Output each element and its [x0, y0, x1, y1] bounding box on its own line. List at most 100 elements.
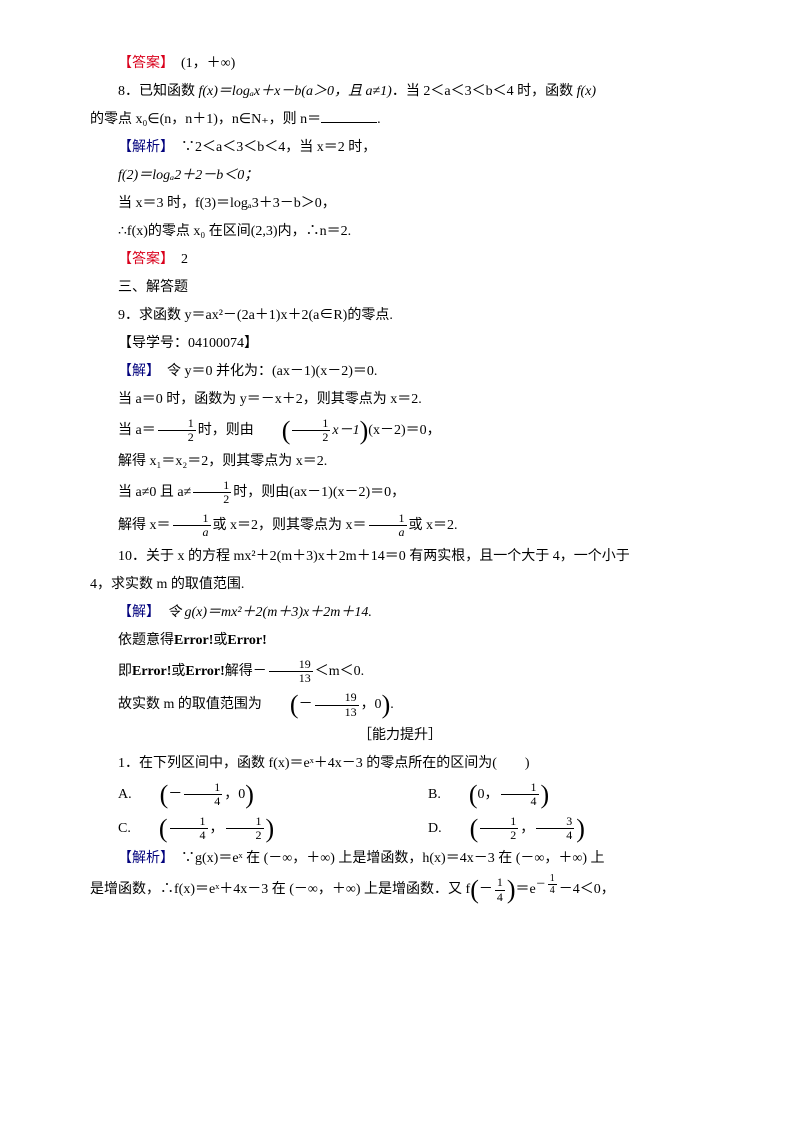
opt-a-int: (－14，0): [132, 778, 254, 812]
p10-s2c: 或: [213, 633, 227, 648]
q1-stem-text: 1．在下列区间中，函数 f(x)＝eˣ＋4x－3 的零点所在的区间为( ): [118, 756, 530, 771]
p10-s2b: Error!: [174, 633, 213, 648]
q1-analysis-1: 【解析】 ∵g(x)＝eˣ 在 (－∞，＋∞) 上是增函数，h(x)＝4x－3 …: [90, 845, 710, 873]
paren-group-1: (12x－1): [254, 414, 369, 448]
opt-d-int: (12，34): [442, 812, 585, 846]
p10-s2a: 依题意得: [118, 633, 174, 648]
p7-answer-text: (1，＋∞): [181, 56, 235, 71]
p8-analysis-3: 当 x＝3 时，f(3)＝logₐ3＋3－b＞0，: [90, 190, 710, 218]
opt-c-int: (14，12): [131, 812, 274, 846]
p9-s3a: 当 a＝: [118, 423, 156, 438]
p8-ana3-text: 当 x＝3 时，f(3)＝logₐ3＋3－b＞0，: [118, 196, 336, 211]
frac-half-3: 12: [191, 479, 233, 506]
p8-analysis-4: ∴f(x)的零点 x₀ 在区间(2,3)内，∴n＝2.: [90, 218, 710, 246]
q1-ana-b: 是增函数，∴f(x)＝eˣ＋4x－3 在 (－∞，＋∞) 上是增函数．又 f: [90, 882, 470, 897]
opt-c: C.(14，12): [90, 812, 400, 846]
p10-stem2-text: 4，求实数 m 的取值范围.: [90, 577, 244, 592]
p10-stem-text: 10．关于 x 的方程 mx²＋2(m＋3)x＋2m＋14＝0 有两实根，且一个…: [118, 549, 630, 564]
p10-s1-text: 令 g(x)＝mx²＋2(m＋3)x＋2m＋14.: [167, 605, 372, 620]
p9-s3c: (x－2)＝0，: [368, 423, 440, 438]
section-3-title: 三、解答题: [90, 274, 710, 302]
p10-s3c: 或: [171, 664, 185, 679]
q1-f-arg: (－14): [470, 873, 515, 907]
p9-s5: 当 a≠0 且 a≠12时，则由(ax－1)(x－2)＝0，: [90, 476, 710, 510]
opt-d-pre: D.: [428, 821, 442, 836]
opt-a: A.(－14，0): [90, 778, 400, 812]
p9-s1: 【解】 令 y＝0 并化为：(ax－1)(x－2)＝0.: [90, 358, 710, 386]
opt-b-int: (0，14): [441, 778, 549, 812]
q1-ana-c: ＝e: [516, 882, 536, 897]
opt-d: D.(12，34): [400, 812, 710, 846]
p10-s2d: Error!: [227, 633, 266, 648]
p8-stem-c: 的零点 x₀∈(n，n＋1)，n∈N₊，则 n＝: [90, 112, 321, 127]
p8-fx: f(x)＝logₐx＋x－b(a＞0，且 a≠1): [199, 84, 392, 99]
frac-half-1: 12: [156, 417, 198, 444]
analysis-label-2: 【解析】: [118, 851, 167, 866]
p10-s1: 【解】 令 g(x)＝mx²＋2(m＋3)x＋2m＋14.: [90, 599, 710, 627]
p10-s4: 故实数 m 的取值范围为(－1913，0).: [90, 688, 710, 722]
p9-s5a: 当 a≠0 且 a≠: [118, 485, 191, 500]
opt-b-pre: B.: [428, 787, 441, 802]
opt-c-pre: C.: [118, 821, 131, 836]
frac-half-2: 12: [290, 417, 332, 444]
p8-analysis-2: f(2)＝logₐ2＋2－b＜0；: [90, 162, 710, 190]
p10-s4a: 故实数 m 的取值范围为: [118, 697, 262, 712]
p10-s3b: Error!: [132, 664, 171, 679]
p9-guide-text: 【导学号：04100074】: [118, 336, 258, 351]
q1-ana-d: －4＜0，: [559, 882, 615, 897]
q1-ana-a: ∵g(x)＝eˣ 在 (－∞，＋∞) 上是增函数，h(x)＝4x－3 在 (－∞…: [181, 851, 604, 866]
p8-analysis-1: 【解析】 ∵2＜a＜3＜b＜4，当 x＝2 时，: [90, 134, 710, 162]
q1-stem: 1．在下列区间中，函数 f(x)＝eˣ＋4x－3 的零点所在的区间为( ): [90, 750, 710, 778]
p8-stem-b: ．当 2＜a＜3＜b＜4 时，函数: [392, 84, 577, 99]
p10-stem-1: 10．关于 x 的方程 mx²＋2(m＋3)x＋2m＋14＝0 有两实根，且一个…: [90, 543, 710, 571]
frac-19-13-b: 1913: [313, 691, 361, 718]
p10-s3a: 即: [118, 664, 132, 679]
sec3-text: 三、解答题: [118, 280, 188, 295]
opt-b: B.(0，14): [400, 778, 710, 812]
p9-s2-text: 当 a＝0 时，函数为 y＝－x＋2，则其零点为 x＝2.: [118, 392, 422, 407]
q1-options: A.(－14，0) B.(0，14) C.(14，12) D.(12，34): [90, 778, 710, 845]
p9-s3: 当 a＝12时，则由(12x－1)(x－2)＝0，: [90, 414, 710, 448]
p9-s6: 解得 x＝1a或 x＝2，则其零点为 x＝1a或 x＝2.: [90, 509, 710, 543]
p9-s2: 当 a＝0 时，函数为 y＝－x＋2，则其零点为 x＝2.: [90, 386, 710, 414]
document-body: 【答案】 (1，＋∞) 8．已知函数 f(x)＝logₐx＋x－b(a＞0，且 …: [90, 50, 710, 907]
p8-stem-a: 8．已知函数: [118, 84, 199, 99]
p8-stem-line1: 8．已知函数 f(x)＝logₐx＋x－b(a＞0，且 a≠1)．当 2＜a＜3…: [90, 78, 710, 106]
ability-title-text: ［能力提升］: [358, 728, 442, 743]
interval-1: (－1913，0): [262, 688, 390, 722]
analysis-label: 【解析】: [118, 140, 167, 155]
p8-ana1: ∵2＜a＜3＜b＜4，当 x＝2 时，: [181, 140, 376, 155]
p9-s5b: 时，则由(ax－1)(x－2)＝0，: [233, 485, 405, 500]
frac-1a-1: 1a: [171, 512, 213, 539]
p10-stem-2: 4，求实数 m 的取值范围.: [90, 571, 710, 599]
p10-s3f: ＜m＜0.: [315, 664, 364, 679]
p9-guide: 【导学号：04100074】: [90, 330, 710, 358]
p8-ana4-text: ∴f(x)的零点 x₀ 在区间(2,3)内，∴n＝2.: [118, 224, 351, 239]
p8-ana2-text: f(2)＝logₐ2＋2－b＜0；: [118, 168, 258, 183]
frac-1a-2: 1a: [367, 512, 409, 539]
p9-stem: 9．求函数 y＝ax²－(2a＋1)x＋2(a∈R)的零点.: [90, 302, 710, 330]
ability-title: ［能力提升］: [90, 722, 710, 750]
answer-label: 【答案】: [118, 56, 167, 71]
p10-s3e: 解得－: [225, 664, 267, 679]
p9-s4: 解得 x₁＝x₂＝2，则其零点为 x＝2.: [90, 448, 710, 476]
p9-s6c: 或 x＝2.: [409, 518, 458, 533]
frac-19-13: 1913: [267, 658, 315, 685]
p9-s6a: 解得 x＝: [118, 518, 171, 533]
q1-analysis-2: 是增函数，∴f(x)＝eˣ＋4x－3 在 (－∞，＋∞) 上是增函数．又 f(－…: [90, 873, 710, 907]
p9-s1a: 令 y＝0 并化为：(ax－1)(x－2)＝0.: [167, 364, 377, 379]
answer-label-2: 【答案】: [118, 252, 167, 267]
p9-s4-text: 解得 x₁＝x₂＝2，则其零点为 x＝2.: [118, 454, 327, 469]
p9-stem-text: 9．求函数 y＝ax²－(2a＋1)x＋2(a∈R)的零点.: [118, 308, 393, 323]
solve-label-2: 【解】: [118, 605, 153, 620]
solve-label: 【解】: [118, 364, 153, 379]
p8-ans-text: 2: [181, 252, 188, 267]
p8-stem-line2: 的零点 x₀∈(n，n＋1)，n∈N₊，则 n＝.: [90, 106, 710, 134]
blank-field: [321, 109, 377, 123]
p9-s6b: 或 x＝2，则其零点为 x＝: [213, 518, 367, 533]
p9-s3b: 时，则由: [198, 423, 254, 438]
p8-fx2: f(x): [577, 84, 596, 99]
opt-a-pre: A.: [118, 787, 132, 802]
p10-s3d: Error!: [185, 664, 224, 679]
p10-s2: 依题意得Error!或Error!: [90, 627, 710, 655]
